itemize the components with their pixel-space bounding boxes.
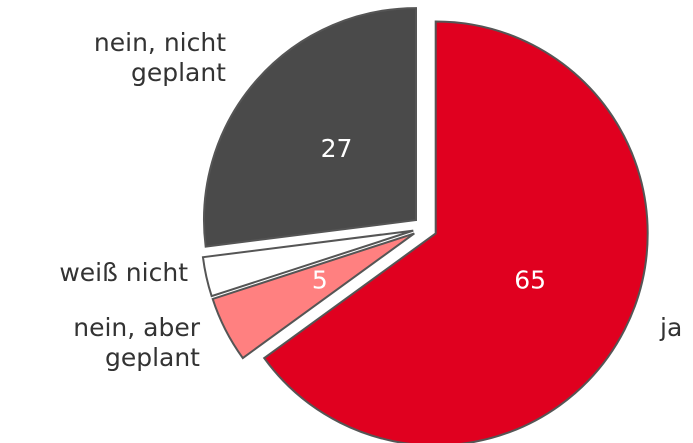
category-label: weiß nicht [59,258,188,287]
category-label: ja [660,313,683,342]
pie-slice [262,20,649,443]
value-label: 65 [514,266,546,295]
pie-slice [211,232,415,360]
value-label: 27 [321,134,353,163]
pie-slice [203,7,417,248]
pie-slice [201,229,414,298]
category-label: nein, aber geplant [73,313,200,372]
category-label: nein, nicht geplant [93,28,226,87]
value-label: 5 [312,266,328,295]
